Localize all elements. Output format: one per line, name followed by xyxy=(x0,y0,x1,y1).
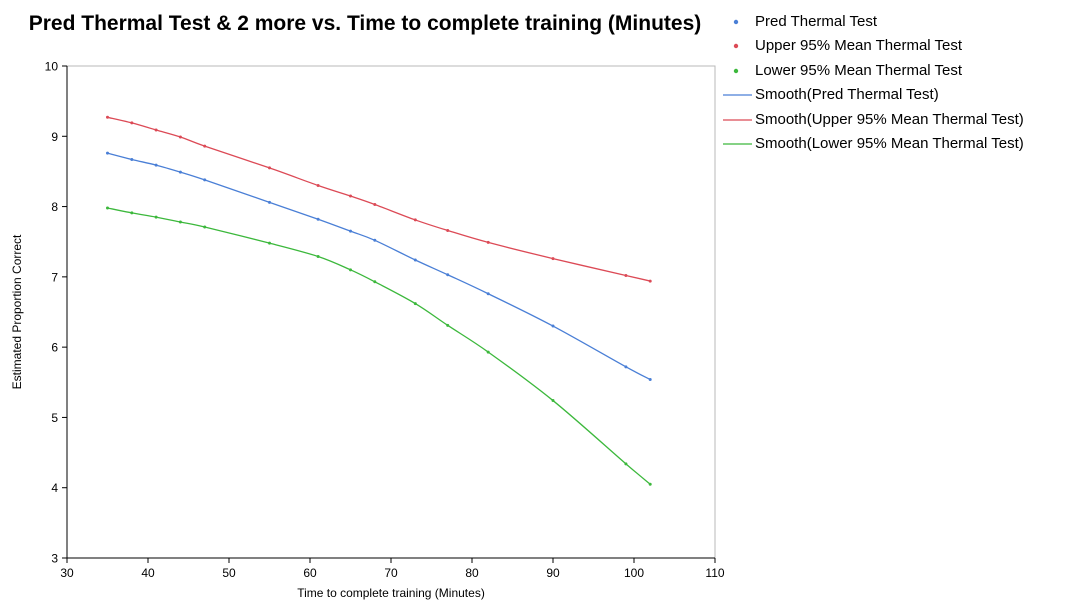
data-point-series-3 xyxy=(178,220,182,224)
data-point-series-3 xyxy=(316,254,320,258)
data-point-series-1 xyxy=(349,229,352,233)
data-point-series-3 xyxy=(268,241,271,245)
legend-label: Upper 95% Mean Thermal Test xyxy=(755,37,963,55)
data-point-series-3 xyxy=(486,350,490,354)
legend-line-swatch xyxy=(723,143,752,145)
legend-point-swatch xyxy=(733,68,739,73)
y-tick-label: 10 xyxy=(45,60,59,74)
y-tick-label: 9 xyxy=(51,130,58,144)
y-tick-label: 3 xyxy=(51,552,58,566)
legend-label: Smooth(Pred Thermal Test) xyxy=(755,86,939,104)
data-point-series-3 xyxy=(551,399,555,403)
data-point-series-3 xyxy=(349,268,352,272)
y-tick-label: 8 xyxy=(51,200,58,214)
x-tick-label: 90 xyxy=(546,566,560,580)
legend-line-swatch xyxy=(723,118,752,121)
data-point-series-3 xyxy=(624,462,628,466)
x-tick-label: 60 xyxy=(303,566,317,580)
y-axis-ticks: 3 4 5 6 7 8 9 10 xyxy=(45,60,67,566)
y-tick-label: 6 xyxy=(51,341,58,355)
data-point-series-2 xyxy=(130,121,134,125)
data-point-series-3 xyxy=(373,280,377,284)
data-point-series-1 xyxy=(178,170,182,174)
y-tick-label: 5 xyxy=(51,411,58,425)
x-tick-label: 110 xyxy=(705,566,724,580)
data-point-series-2 xyxy=(486,240,490,244)
data-point-series-2 xyxy=(413,218,417,222)
data-point-series-2 xyxy=(316,183,320,187)
chart-title: Pred Thermal Test & 2 more vs. Time to c… xyxy=(28,12,702,35)
data-point-series-1 xyxy=(154,163,158,167)
x-tick-label: 70 xyxy=(384,566,398,580)
data-point-series-1 xyxy=(413,258,417,262)
legend-point-swatch xyxy=(733,44,739,49)
data-point-series-1 xyxy=(624,365,628,369)
data-point-series-1 xyxy=(316,217,320,221)
data-point-series-2 xyxy=(373,202,377,206)
x-tick-label: 50 xyxy=(222,566,236,580)
legend-label: Lower 95% Mean Thermal Test xyxy=(755,61,963,79)
data-point-series-1 xyxy=(551,324,555,328)
data-point-series-2 xyxy=(154,128,158,132)
x-axis-ticks: 30 40 50 60 70 80 90 100 110 xyxy=(60,558,725,580)
data-point-series-3 xyxy=(648,482,652,486)
data-point-series-1 xyxy=(203,178,207,182)
data-point-series-2 xyxy=(446,228,450,232)
x-tick-label: 40 xyxy=(141,566,155,580)
legend-point-swatch xyxy=(733,19,739,25)
x-tick-label: 80 xyxy=(465,566,479,580)
legend-label: Pred Thermal Test xyxy=(755,13,877,30)
legend-line-swatch xyxy=(723,94,752,96)
data-point-series-1 xyxy=(268,200,271,204)
data-point-series-2 xyxy=(106,115,109,119)
data-point-series-2 xyxy=(551,257,555,261)
series-points xyxy=(106,115,652,486)
data-point-series-1 xyxy=(446,273,450,277)
data-point-series-3 xyxy=(106,206,109,210)
y-axis-label: Estimated Proportion Correct xyxy=(10,234,24,389)
legend-label: Smooth(Upper 95% Mean Thermal Test) xyxy=(755,110,1024,128)
y-tick-label: 4 xyxy=(51,481,58,495)
data-point-series-1 xyxy=(130,157,134,161)
plot-area-frame xyxy=(66,65,716,559)
data-point-series-1 xyxy=(486,292,490,296)
x-tick-label: 30 xyxy=(60,566,74,580)
data-point-series-3 xyxy=(413,302,417,306)
legend-label: Smooth(Lower 95% Mean Thermal Test) xyxy=(755,134,1024,152)
data-point-series-2 xyxy=(268,166,271,170)
data-point-series-1 xyxy=(373,238,377,242)
data-point-series-2 xyxy=(178,135,182,139)
data-point-series-2 xyxy=(203,144,207,148)
data-point-series-2 xyxy=(349,194,352,198)
x-axis-label: Time to complete training (Minutes) xyxy=(297,586,485,600)
data-point-series-3 xyxy=(446,323,450,327)
data-point-series-1 xyxy=(648,377,652,381)
data-point-series-3 xyxy=(154,215,158,219)
data-point-series-2 xyxy=(624,273,628,277)
data-point-series-3 xyxy=(203,225,207,229)
data-point-series-3 xyxy=(130,211,134,215)
data-point-series-1 xyxy=(106,151,109,155)
y-tick-label: 7 xyxy=(51,270,58,284)
x-tick-label: 100 xyxy=(624,566,644,580)
data-point-series-2 xyxy=(648,279,652,283)
